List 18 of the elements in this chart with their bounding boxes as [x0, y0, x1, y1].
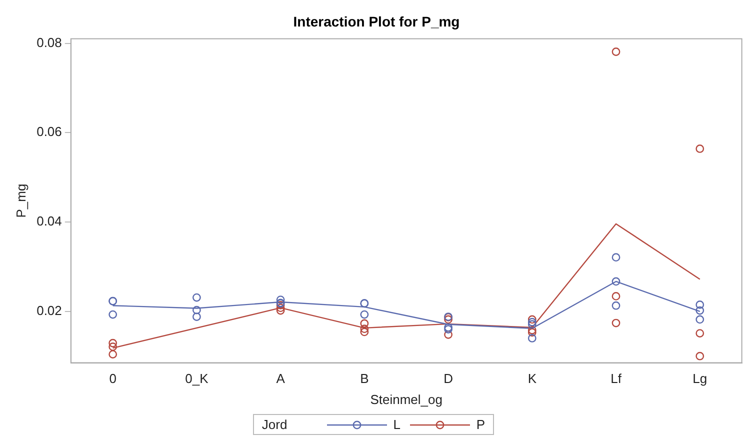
y-tick-label: 0.04 [36, 214, 62, 229]
y-tick-label: 0.08 [36, 34, 62, 50]
y-tick-label: 0.06 [36, 124, 62, 140]
x-tick-label: D [444, 371, 453, 386]
y-tick-label: 0.02 [36, 302, 62, 318]
x-tick-label: Lf [610, 371, 622, 386]
legend-label: L [393, 417, 400, 432]
x-tick-label: A [276, 371, 286, 386]
legend-title: Jord [262, 417, 288, 432]
chart-title: Interaction Plot for P_mg [293, 13, 460, 30]
x-tick-label: K [528, 371, 537, 386]
x-axis-title: Steinmel_og [370, 392, 442, 407]
x-tick-label: Lg [692, 371, 708, 386]
y-axis-title: P_mg [13, 184, 28, 218]
x-tick-label: B [360, 371, 369, 386]
x-tick-label: 0 [109, 371, 116, 386]
x-tick-label: 0_K [185, 371, 209, 386]
legend-label: P [476, 417, 486, 432]
